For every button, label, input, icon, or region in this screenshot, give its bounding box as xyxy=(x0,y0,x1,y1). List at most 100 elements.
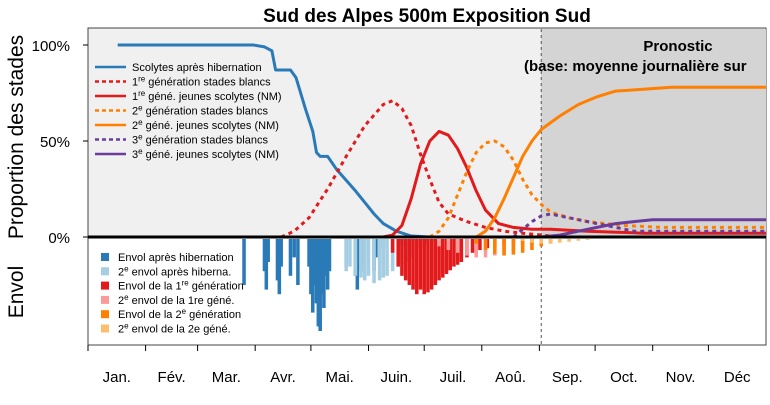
flight-bar xyxy=(459,239,464,262)
x-tick-label: Juin. xyxy=(381,369,413,386)
flight-bar xyxy=(242,239,246,285)
flight-bar xyxy=(441,239,445,278)
flight-bar xyxy=(288,239,293,276)
legend-label: 3e géné. jeunes scolytes (NM) xyxy=(132,147,279,161)
flight-bar xyxy=(470,239,475,253)
flight-bar xyxy=(390,239,395,272)
flight-bar xyxy=(485,239,490,249)
flight-bar xyxy=(381,239,386,278)
flight-bar xyxy=(409,239,413,258)
y-tick-label: 100% xyxy=(32,38,70,55)
flight-bar xyxy=(455,239,460,253)
x-tick-label: Mai. xyxy=(326,369,354,386)
forecast-area: Pronostic (base: moyenne journalière sur xyxy=(524,29,766,344)
flight-bar xyxy=(348,239,352,267)
flight-bar xyxy=(452,239,456,267)
x-tick-label: Aoû. xyxy=(495,369,526,386)
legend-swatch xyxy=(101,310,109,319)
legend-label: Scolytes après hibernation xyxy=(132,62,262,74)
legend-label: 2e génération stades blancs xyxy=(132,104,268,118)
flight-bar xyxy=(520,239,525,253)
flight-bar xyxy=(424,239,428,245)
flight-bar xyxy=(266,239,270,262)
forecast-label: Pronostic xyxy=(643,38,712,55)
flight-bar xyxy=(262,239,267,272)
flight-bar xyxy=(558,239,562,243)
flight-bar xyxy=(530,239,534,243)
flight-bar xyxy=(316,239,321,327)
x-tick-label: Fév. xyxy=(158,369,186,386)
y-axis-title-top: Proportion des stades xyxy=(5,35,28,239)
legend-swatch xyxy=(101,281,109,290)
flight-bar xyxy=(576,239,581,241)
flight-bar xyxy=(429,239,434,290)
flight-bar xyxy=(292,239,296,258)
x-tick-label: Sep. xyxy=(552,369,583,386)
flight-bar xyxy=(520,239,525,241)
flight-bar xyxy=(323,239,328,276)
flight-bar xyxy=(374,239,378,258)
x-tick-label: Nov. xyxy=(666,369,696,386)
flight-bar xyxy=(437,239,441,281)
series-line-g2_white xyxy=(429,139,766,239)
flight-bar xyxy=(307,239,311,267)
flight-bar xyxy=(312,239,317,285)
flight-bar xyxy=(400,239,404,276)
flight-bar xyxy=(310,239,315,313)
flight-bar xyxy=(446,239,451,251)
forecast-shade xyxy=(541,29,766,237)
flight-bar xyxy=(444,239,449,274)
flight-bar xyxy=(279,239,283,267)
flight-bar xyxy=(418,239,423,290)
y-axis: 100% 50% 0% xyxy=(32,38,88,247)
legend-label: 2e géné. jeunes scolytes (NM) xyxy=(132,118,279,132)
flight-bar xyxy=(437,239,441,247)
flight-bar xyxy=(483,239,488,251)
flight-bar xyxy=(585,239,590,240)
flight-bar xyxy=(390,239,395,253)
flight-bar xyxy=(448,239,452,271)
stage-lines xyxy=(117,43,766,239)
flight-bar xyxy=(530,239,534,251)
flight-bar xyxy=(314,239,319,304)
flight-bar xyxy=(327,239,332,272)
flight-bar xyxy=(325,239,330,290)
flight-bar xyxy=(318,239,322,331)
legend-label: 2e envol de la 2e géné. xyxy=(118,322,231,336)
flight-bar xyxy=(344,239,348,272)
legend-label: 2e envol de la 1re géné. xyxy=(118,293,234,307)
flight-bar xyxy=(309,239,313,295)
flight-bar xyxy=(320,239,324,295)
flight-bar xyxy=(478,239,482,251)
flight-bar xyxy=(426,239,430,293)
flight-bar xyxy=(296,239,300,285)
legend-label: Envol après hibernation xyxy=(118,252,234,264)
series-line-g1_white xyxy=(280,99,766,239)
flight-bar xyxy=(474,239,478,244)
flight-bar xyxy=(415,239,419,295)
flight-bar xyxy=(422,239,426,295)
legend-label: 3e génération stades blancs xyxy=(132,133,268,147)
legend-swatch xyxy=(101,295,109,304)
legend-label: Envol de la 2e génération xyxy=(118,307,241,321)
flight-bar xyxy=(403,239,408,281)
flight-bar xyxy=(502,239,506,256)
flight-bar xyxy=(355,239,360,290)
flight-bar xyxy=(377,239,382,281)
flight-bar xyxy=(433,239,438,285)
legend-swatch xyxy=(101,267,109,276)
flight-bar xyxy=(366,239,371,276)
flight-bar xyxy=(372,239,376,284)
y-axis-title-bottom: Envol xyxy=(5,266,28,319)
flight-bar xyxy=(264,239,269,290)
flight-bar xyxy=(275,239,280,281)
legend-swatch xyxy=(101,253,109,261)
flight-bar xyxy=(539,239,544,244)
flight-bar xyxy=(548,239,553,244)
series-line-g2_adult xyxy=(475,85,766,239)
series-line-g3_adult xyxy=(541,218,766,239)
series-line-g3_white xyxy=(512,212,766,239)
x-axis: Jan. Fév. Mar. Avr. Mai. Juin. Juil. Aoû. Sep. Oc… xyxy=(87,345,751,386)
flight-bar xyxy=(567,239,571,242)
flight-bar xyxy=(511,239,516,255)
